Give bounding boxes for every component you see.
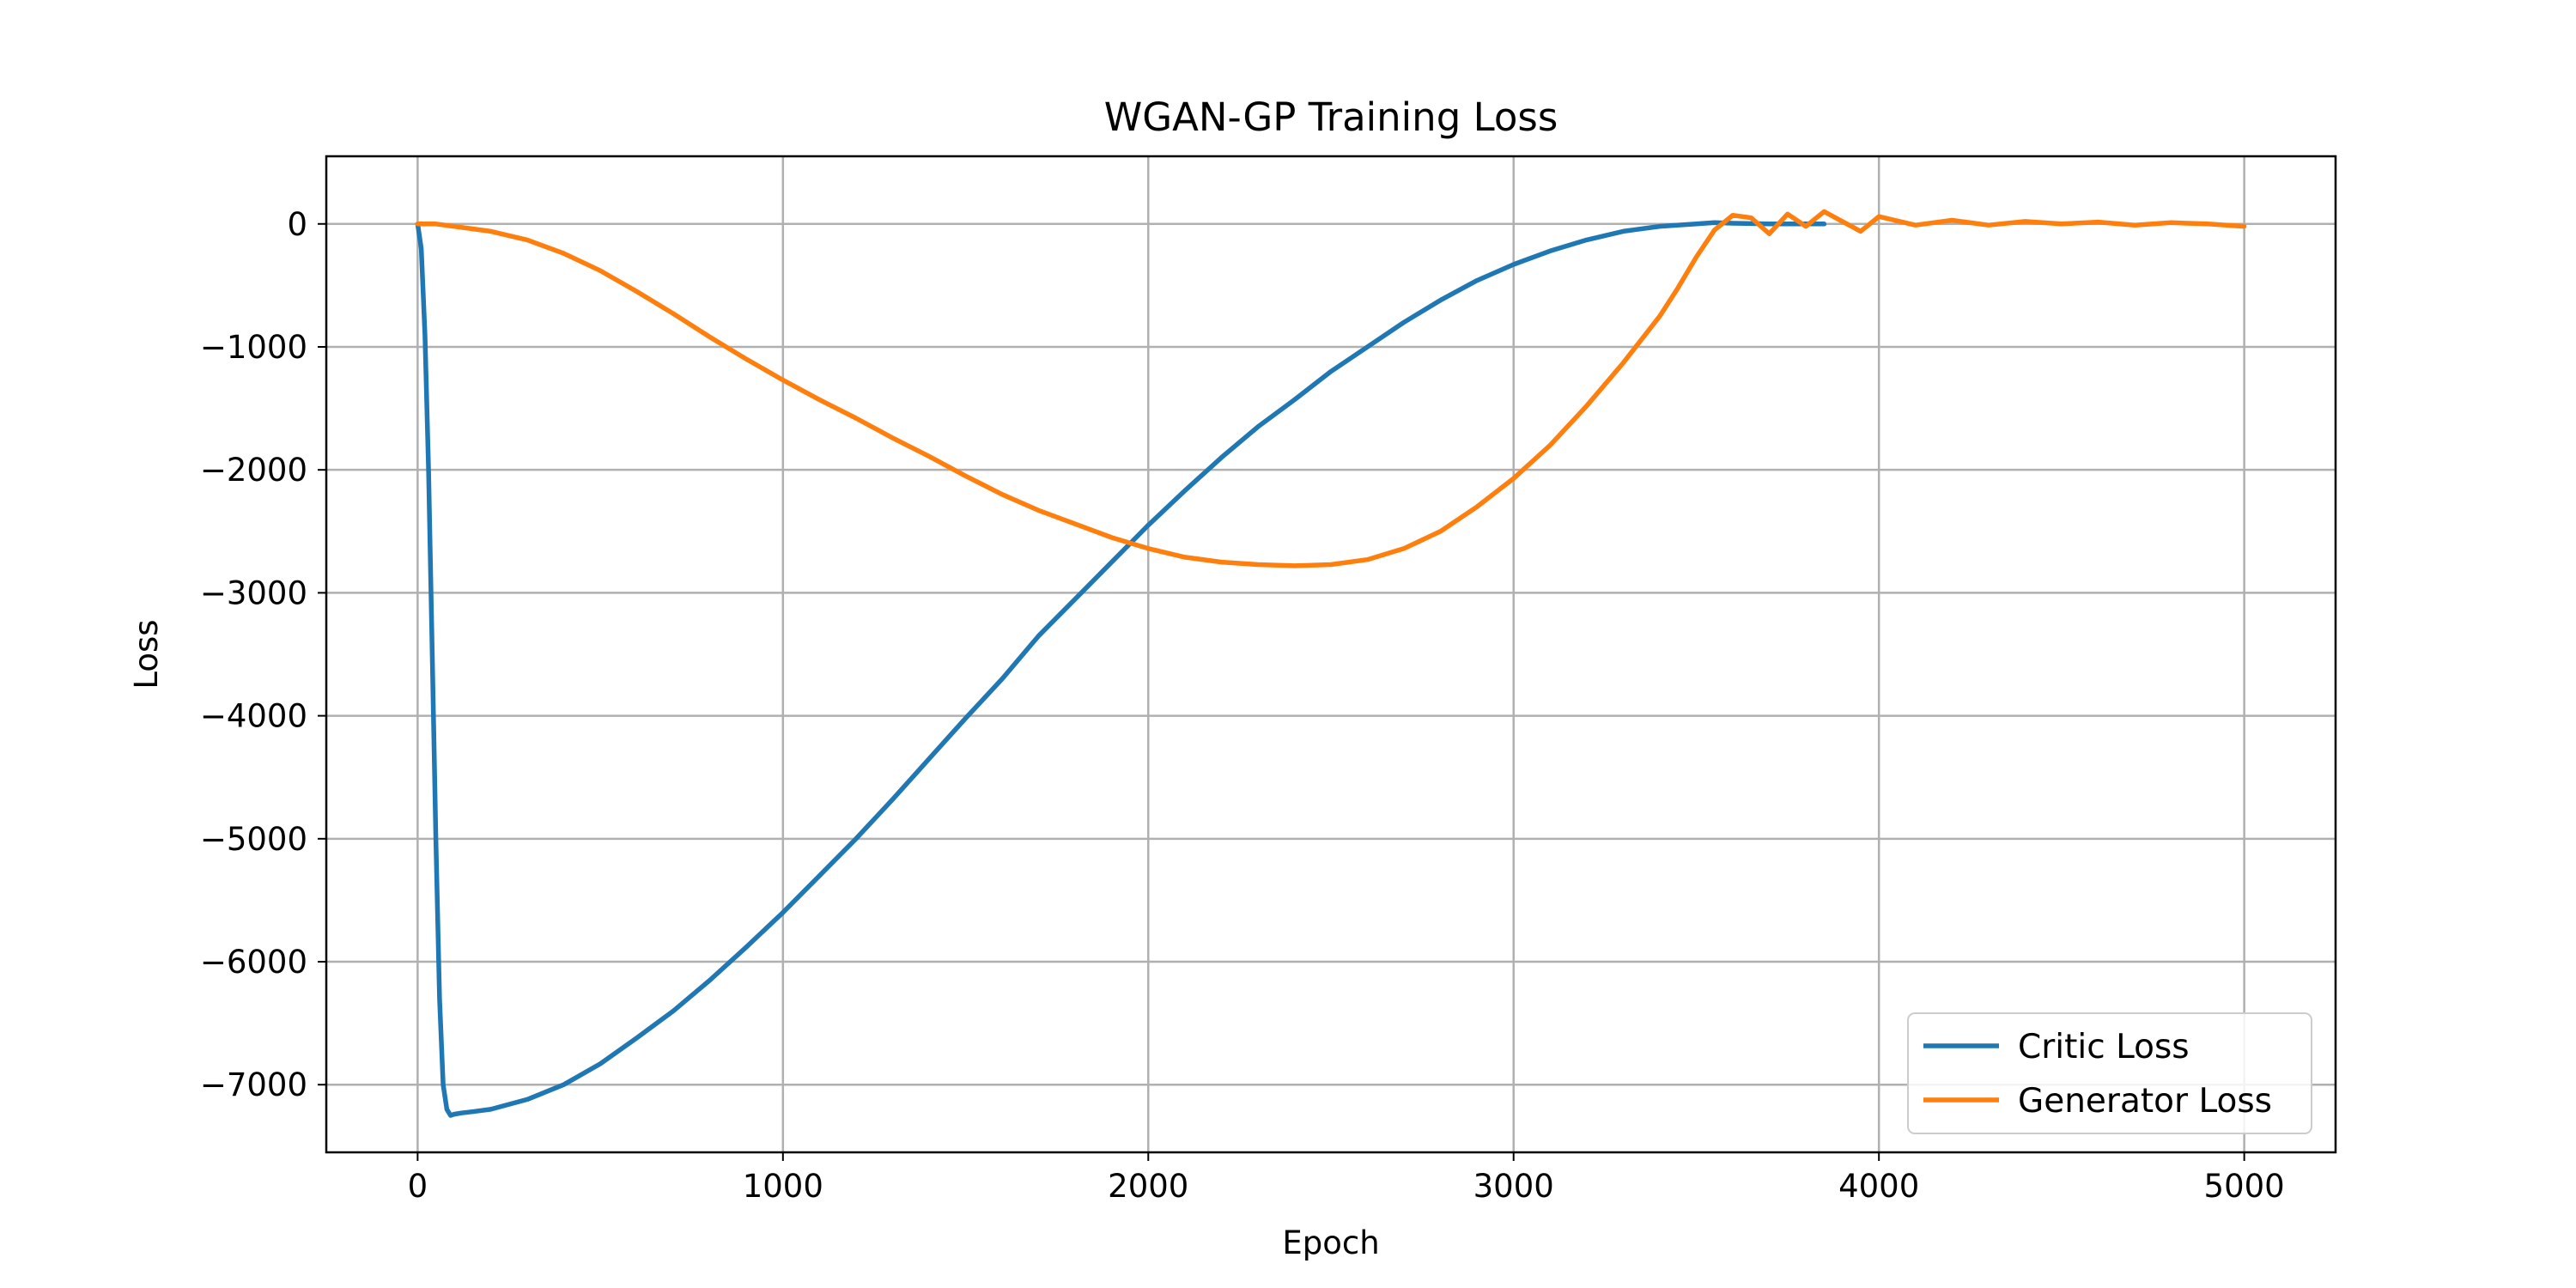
legend: Critic Loss Generator Loss [1907, 1012, 2312, 1134]
chart-title: WGAN-GP Training Loss [1104, 94, 1558, 140]
y-axis-label: Loss [128, 619, 165, 689]
series-line-critic-loss [415, 220, 1827, 1118]
y-tick-label: −3000 [200, 574, 307, 611]
y-tick-label: 0 [287, 206, 307, 243]
legend-label: Generator Loss [2018, 1082, 2272, 1121]
legend-label: Critic Loss [2018, 1028, 2190, 1066]
y-tick-label: −6000 [200, 944, 307, 981]
legend-box [1907, 1012, 2312, 1134]
plot-frame [325, 155, 2337, 1154]
grid-layer [326, 156, 2336, 1152]
y-tick-label: −1000 [200, 329, 307, 366]
x-tick-label: 2000 [1108, 1168, 1188, 1205]
tick-layer: 0 1000 2000 3000 4000 5000 0 −1000 −2000 −3000 −40… [200, 206, 2285, 1205]
x-tick-label: 5000 [2204, 1168, 2285, 1205]
y-tick-label: −5000 [200, 821, 307, 858]
y-tick-label: −2000 [200, 452, 307, 489]
x-tick-label: 0 [408, 1168, 428, 1205]
x-tick-label: 1000 [743, 1168, 823, 1205]
y-tick-label: −4000 [200, 698, 307, 735]
y-tick-label: −7000 [200, 1066, 307, 1103]
x-tick-label: 4000 [1838, 1168, 1919, 1205]
x-tick-label: 3000 [1473, 1168, 1554, 1205]
series-layer [415, 209, 2247, 1118]
series-line-generator-loss [415, 209, 2247, 568]
x-axis-label: Epoch [1282, 1224, 1379, 1261]
